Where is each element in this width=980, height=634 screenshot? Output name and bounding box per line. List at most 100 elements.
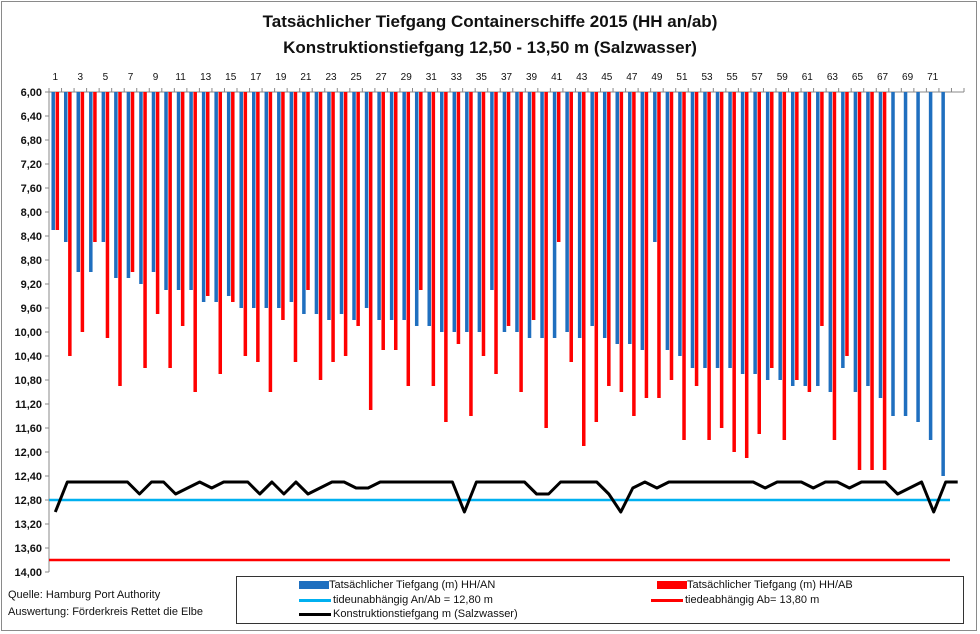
bar-an bbox=[114, 92, 118, 278]
bar-an bbox=[803, 92, 808, 386]
bar-an bbox=[703, 92, 707, 368]
bar-ab bbox=[80, 92, 85, 332]
y-tick-label: 11,60 bbox=[15, 423, 42, 435]
y-tick-label: 13,60 bbox=[14, 543, 42, 555]
bar-ab bbox=[531, 92, 536, 320]
y-tick-label: 10,80 bbox=[14, 375, 42, 387]
bar-ab bbox=[807, 92, 812, 392]
bar-ab bbox=[481, 92, 486, 356]
bar-an bbox=[465, 92, 469, 332]
bar-an bbox=[201, 92, 206, 302]
bar-ab bbox=[556, 92, 561, 242]
bar-an bbox=[214, 92, 218, 302]
bar-an bbox=[790, 92, 795, 386]
bar-ab bbox=[193, 92, 197, 392]
bar-an bbox=[565, 92, 569, 332]
x-tick-label: 39 bbox=[526, 72, 538, 83]
x-tick-label: 27 bbox=[376, 72, 388, 83]
x-tick-label: 35 bbox=[476, 72, 488, 83]
bar-an bbox=[364, 92, 369, 308]
bar-an bbox=[928, 92, 933, 440]
bar-an bbox=[577, 92, 582, 338]
bar-ab bbox=[544, 92, 548, 428]
bar-ab bbox=[93, 92, 97, 242]
bar-ab bbox=[419, 92, 423, 290]
bar-ab bbox=[757, 92, 761, 434]
bar-an bbox=[427, 92, 431, 326]
bar-ab bbox=[55, 92, 60, 230]
y-tick-label: 10,40 bbox=[14, 351, 42, 363]
x-tick-label: 23 bbox=[325, 72, 337, 83]
bar-ab bbox=[669, 92, 674, 380]
bar-an bbox=[51, 92, 55, 230]
bar-ab bbox=[744, 92, 749, 458]
bar-an bbox=[903, 92, 908, 416]
y-tick-label: 14,00 bbox=[14, 567, 42, 579]
bar-ab bbox=[356, 92, 360, 326]
x-tick-label: 15 bbox=[225, 72, 237, 83]
bar-ab bbox=[582, 92, 586, 446]
bar-an bbox=[126, 92, 131, 278]
bar-an bbox=[76, 92, 81, 272]
bar-ab bbox=[431, 92, 436, 386]
legend-swatch-black-line bbox=[299, 612, 331, 616]
x-tick-label: 53 bbox=[701, 72, 713, 83]
bar-an bbox=[252, 92, 256, 308]
bar-an bbox=[740, 92, 745, 374]
source-line-2: Auswertung: Förderkreis Rettet die Elbe bbox=[8, 606, 204, 618]
bar-an bbox=[590, 92, 594, 326]
bar-an bbox=[853, 92, 858, 392]
bar-ab bbox=[469, 92, 473, 416]
x-tick-label: 5 bbox=[103, 72, 109, 83]
bar-ab bbox=[406, 92, 411, 386]
x-tick-label: 61 bbox=[802, 72, 814, 83]
legend-item-tideab: tiedeabhängig Ab= 13,80 m bbox=[651, 594, 819, 606]
bar-ab bbox=[318, 92, 323, 380]
bar-ab bbox=[118, 92, 122, 386]
bar-ab bbox=[143, 92, 147, 368]
bar-an bbox=[389, 92, 394, 320]
bar-an bbox=[402, 92, 406, 320]
y-tick-label: 10,00 bbox=[14, 327, 42, 339]
x-tick-label: 71 bbox=[927, 72, 939, 83]
bar-an bbox=[728, 92, 732, 368]
legend-item-ab: Tatsächlicher Tiefgang (m) HH/AB bbox=[657, 579, 853, 591]
bar-an bbox=[765, 92, 770, 380]
legend-item-konstr: Konstruktionstiefgang m (Salzwasser) bbox=[299, 608, 518, 620]
x-tick-label: 43 bbox=[576, 72, 588, 83]
bar-an bbox=[264, 92, 269, 308]
bar-ab bbox=[494, 92, 498, 374]
bar-ab bbox=[782, 92, 787, 440]
bar-an bbox=[678, 92, 682, 356]
legend-label-konstr: Konstruktionstiefgang m (Salzwasser) bbox=[333, 608, 518, 620]
bar-an bbox=[339, 92, 344, 314]
x-tick-label: 29 bbox=[401, 72, 413, 83]
y-tick-label: 6,80 bbox=[21, 135, 42, 147]
bar-ab bbox=[519, 92, 523, 392]
x-tick-label: 11 bbox=[175, 72, 186, 83]
x-tick-label: 9 bbox=[153, 72, 159, 83]
x-tick-label: 3 bbox=[78, 72, 84, 83]
bar-ab bbox=[168, 92, 172, 368]
bar-an bbox=[653, 92, 657, 242]
bar-an bbox=[289, 92, 294, 302]
bar-ab bbox=[130, 92, 135, 272]
legend: Tatsächlicher Tiefgang (m) HH/AN Tatsäch… bbox=[236, 576, 964, 624]
bar-an bbox=[452, 92, 457, 332]
legend-swatch-red bbox=[657, 581, 687, 589]
x-tick-label: 49 bbox=[651, 72, 663, 83]
bar-an bbox=[878, 92, 883, 398]
bar-an bbox=[515, 92, 519, 332]
bar-ab bbox=[381, 92, 385, 350]
legend-label-tideunab: tideunabhängig An/Ab = 12,80 m bbox=[333, 594, 493, 606]
bar-an bbox=[891, 92, 895, 416]
x-tick-label: 59 bbox=[777, 72, 789, 83]
bar-an bbox=[414, 92, 419, 326]
bar-an bbox=[628, 92, 632, 344]
legend-label-an: Tatsächlicher Tiefgang (m) HH/AN bbox=[329, 579, 496, 591]
x-tick-label: 7 bbox=[128, 72, 134, 83]
bar-ab bbox=[694, 92, 699, 386]
legend-item-an: Tatsächlicher Tiefgang (m) HH/AN bbox=[299, 579, 495, 591]
